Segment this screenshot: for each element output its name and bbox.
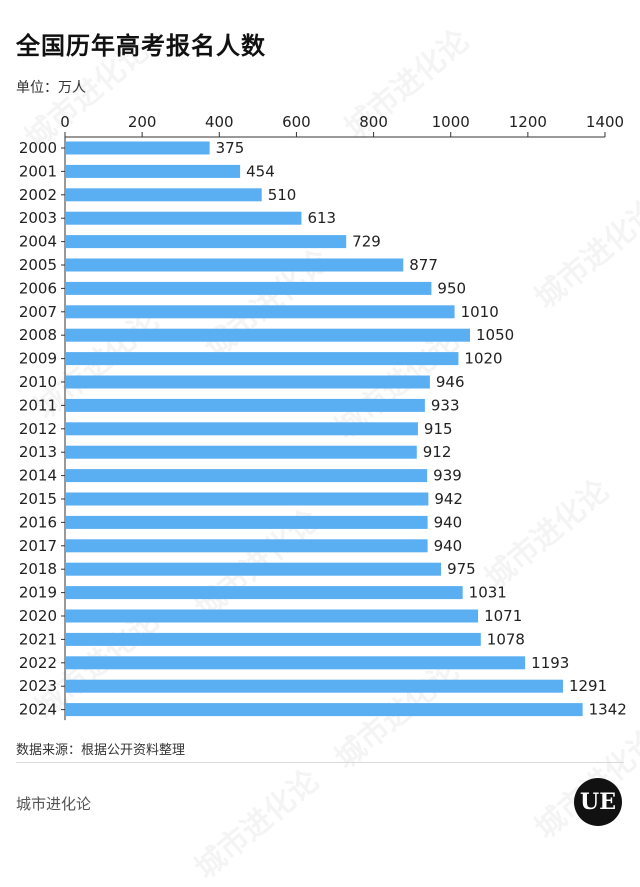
y-tick-label: 2012 bbox=[19, 420, 57, 438]
y-tick-label: 2022 bbox=[19, 654, 57, 672]
data-label: 1010 bbox=[461, 303, 499, 321]
y-tick-label: 2009 bbox=[19, 350, 57, 368]
bar bbox=[66, 352, 459, 366]
bar-chart: 0 200 400 600 800 1000 1200 1400 2000 375 2001 454 2… bbox=[19, 113, 627, 721]
y-tick-label: 2017 bbox=[19, 537, 57, 555]
bar bbox=[66, 328, 470, 342]
y-tick-label: 2016 bbox=[19, 513, 57, 531]
x-tick-label: 400 bbox=[205, 113, 234, 131]
x-tick-label: 1400 bbox=[586, 113, 624, 131]
data-label: 1078 bbox=[487, 630, 525, 648]
data-label: 975 bbox=[447, 560, 476, 578]
x-tick-label: 1000 bbox=[432, 113, 470, 131]
x-tick-label: 800 bbox=[359, 113, 388, 131]
bar bbox=[66, 515, 428, 529]
data-label: 1193 bbox=[531, 654, 569, 672]
data-label: 510 bbox=[268, 186, 297, 204]
y-tick-label: 2008 bbox=[19, 326, 57, 344]
bar bbox=[66, 422, 418, 436]
bar bbox=[66, 656, 526, 670]
y-tick-label: 2021 bbox=[19, 630, 57, 648]
y-tick-label: 2002 bbox=[19, 186, 57, 204]
x-tick-label: 200 bbox=[128, 113, 157, 131]
y-tick-label: 2019 bbox=[19, 584, 57, 602]
data-label: 613 bbox=[307, 209, 336, 227]
bar bbox=[66, 632, 481, 646]
bar bbox=[66, 188, 262, 202]
data-label: 454 bbox=[246, 162, 275, 180]
y-tick-label: 2023 bbox=[19, 677, 57, 695]
y-tick-label: 2004 bbox=[19, 233, 57, 251]
bar bbox=[66, 235, 347, 249]
bar bbox=[66, 258, 404, 272]
bar bbox=[66, 679, 563, 693]
data-label: 940 bbox=[434, 513, 463, 531]
bar bbox=[66, 492, 429, 506]
data-label: 1291 bbox=[569, 677, 607, 695]
y-tick-label: 2011 bbox=[19, 396, 57, 414]
chart-title: 全国历年高考报名人数 bbox=[16, 32, 266, 60]
y-tick-label: 2020 bbox=[19, 607, 57, 625]
source-note: 数据来源：根据公开资料整理 bbox=[16, 743, 186, 758]
data-label: 1071 bbox=[484, 607, 522, 625]
bar bbox=[66, 305, 455, 319]
bar bbox=[66, 141, 210, 155]
y-tick-label: 2018 bbox=[19, 560, 57, 578]
bar bbox=[66, 375, 430, 389]
y-tick-label: 2024 bbox=[19, 701, 57, 719]
data-label: 729 bbox=[352, 233, 381, 251]
y-tick-label: 2015 bbox=[19, 490, 57, 508]
bar bbox=[66, 445, 417, 459]
x-tick-label: 1200 bbox=[509, 113, 547, 131]
y-tick-label: 2010 bbox=[19, 373, 57, 391]
bar bbox=[66, 703, 583, 717]
bar bbox=[66, 562, 442, 576]
bar bbox=[66, 211, 302, 225]
bar bbox=[66, 398, 425, 412]
bar bbox=[66, 586, 463, 600]
watermark: 城市进化论 bbox=[523, 717, 640, 847]
y-tick-label: 2007 bbox=[19, 303, 57, 321]
data-label: 1342 bbox=[589, 701, 627, 719]
y-tick-label: 2001 bbox=[19, 162, 57, 180]
y-tick-label: 2013 bbox=[19, 443, 57, 461]
data-label: 912 bbox=[423, 443, 452, 461]
y-tick-label: 2014 bbox=[19, 467, 57, 485]
divider bbox=[16, 762, 624, 763]
data-label: 375 bbox=[216, 139, 245, 157]
brand-name: 城市进化论 bbox=[16, 795, 92, 813]
bar bbox=[66, 469, 428, 483]
data-label: 939 bbox=[433, 467, 462, 485]
x-tick-label: 600 bbox=[282, 113, 311, 131]
data-label: 950 bbox=[437, 279, 466, 297]
data-label: 942 bbox=[434, 490, 463, 508]
data-label: 1050 bbox=[476, 326, 514, 344]
brand-logo-icon: UE bbox=[574, 778, 622, 826]
watermark: 城市进化论 bbox=[183, 757, 326, 887]
bar bbox=[66, 164, 241, 178]
data-label: 946 bbox=[436, 373, 465, 391]
y-tick-label: 2006 bbox=[19, 279, 57, 297]
y-tick-label: 2005 bbox=[19, 256, 57, 274]
data-label: 877 bbox=[409, 256, 438, 274]
bar bbox=[66, 539, 428, 553]
bar bbox=[66, 281, 432, 295]
unit-label: 单位：万人 bbox=[16, 80, 86, 96]
bar bbox=[66, 609, 479, 623]
y-tick-label: 2000 bbox=[19, 139, 57, 157]
data-label: 1020 bbox=[464, 350, 502, 368]
data-label: 933 bbox=[431, 396, 460, 414]
data-label: 915 bbox=[424, 420, 453, 438]
y-tick-label: 2003 bbox=[19, 209, 57, 227]
data-label: 940 bbox=[434, 537, 463, 555]
data-label: 1031 bbox=[469, 584, 507, 602]
x-tick-label: 0 bbox=[60, 113, 70, 131]
